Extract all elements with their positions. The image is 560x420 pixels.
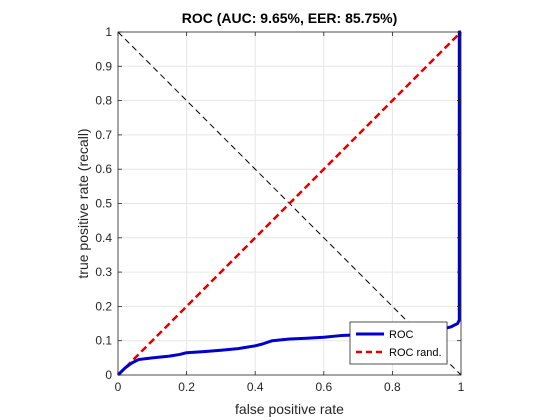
roc-random-line (117, 31, 462, 376)
y-tick-label: 0.4 (95, 231, 112, 245)
legend-box (349, 321, 448, 365)
y-tick-label: 0.8 (95, 94, 112, 108)
legend: ROC ROC rand. (349, 321, 448, 365)
x-tick-label: 0.2 (178, 380, 195, 394)
ticks: 0 0.2 0.4 0.6 0.8 1 0 0.1 0.2 0.3 0.4 0.5 0.6 0.7 0.8 0… (95, 25, 464, 394)
y-tick-label: 0.5 (95, 197, 112, 211)
y-tick-label: 0.3 (95, 265, 112, 279)
y-tick-label: 1 (105, 25, 112, 39)
x-tick-label: 0.6 (315, 380, 332, 394)
x-tick-label: 0.4 (247, 380, 264, 394)
legend-label-roc: ROC (389, 329, 414, 341)
x-tick-label: 0 (115, 380, 122, 394)
x-tick-label: 1 (458, 380, 465, 394)
y-tick-label: 0 (105, 368, 112, 382)
x-tick-label: 0.8 (384, 380, 401, 394)
y-tick-label: 0.1 (95, 334, 112, 348)
series-layer (116, 30, 462, 377)
chart-title: ROC (AUC: 9.65%, EER: 85.75%) (182, 10, 398, 26)
y-axis-label: true positive rate (recall) (75, 128, 91, 278)
y-tick-label: 0.7 (95, 128, 112, 142)
y-tick-label: 0.9 (95, 59, 112, 73)
legend-label-roc-rand: ROC rand. (389, 347, 442, 359)
y-tick-label: 0.2 (95, 299, 112, 313)
grid (117, 31, 462, 376)
x-axis-label: false positive rate (235, 401, 344, 417)
y-tick-label: 0.6 (95, 162, 112, 176)
roc-curve (116, 30, 461, 377)
